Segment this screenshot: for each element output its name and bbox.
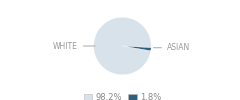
Text: ASIAN: ASIAN	[153, 43, 190, 52]
Wedge shape	[122, 46, 151, 51]
Legend: 98.2%, 1.8%: 98.2%, 1.8%	[80, 90, 165, 100]
Wedge shape	[94, 17, 151, 75]
Text: WHITE: WHITE	[53, 42, 95, 50]
